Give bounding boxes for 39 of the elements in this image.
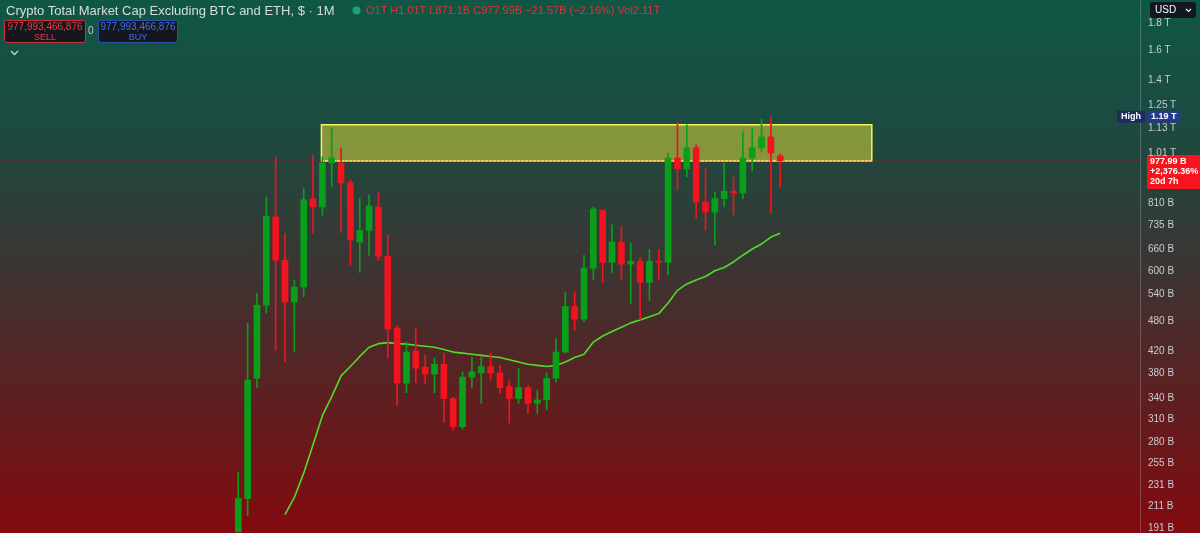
annotation: BUY	[127, 32, 149, 42]
y-tick-label: 191 B	[1148, 521, 1175, 533]
annotation: 977,993,466,876	[99, 21, 177, 32]
annotation: High	[1121, 111, 1141, 122]
y-tick-label: 1.25 T	[1148, 99, 1177, 111]
y-tick-label: 1.4 T	[1148, 73, 1171, 85]
y-tick-label: 340 B	[1148, 392, 1175, 404]
candlestick	[655, 249, 663, 281]
y-tick-label: 810 B	[1148, 197, 1175, 209]
candlestick	[477, 356, 485, 404]
candlestick	[748, 127, 756, 172]
y-tick-label: 540 B	[1148, 288, 1175, 300]
y-tick-label: 1.8 T	[1148, 17, 1171, 29]
y-tick-label: 1.13 T	[1148, 122, 1177, 134]
annotation: 0	[88, 25, 94, 36]
chart-title: Crypto Total Market Cap Excluding BTC and ETH, $ · 1M	[6, 3, 335, 18]
annotation: 977,993,466,876	[6, 21, 84, 32]
y-tick-label: 480 B	[1148, 314, 1175, 326]
candlestick	[468, 356, 476, 388]
y-tick-label: 211 B	[1148, 499, 1174, 511]
ref-line-label: 977.99 B +2,376.36% 20d 7h	[1150, 155, 1199, 186]
y-tick-label: 310 B	[1148, 413, 1175, 425]
y-tick-label: 660 B	[1148, 243, 1175, 255]
candlestick	[356, 197, 364, 273]
candlestick	[328, 127, 336, 188]
candlestick	[533, 389, 541, 414]
candlestick	[720, 162, 728, 208]
text: 1.19 T	[1151, 111, 1178, 122]
annotation: SELL	[33, 32, 57, 42]
y-tick-label: 255 B	[1148, 456, 1175, 468]
y-tick-label: 1.6 T	[1148, 43, 1171, 55]
y-tick-label: 380 B	[1148, 367, 1175, 379]
annotation: O1T H1.01T L871.1B C977.99B −21.57B (−2.16%) Vol2.11T	[366, 4, 661, 16]
text: USD	[1155, 4, 1177, 15]
y-tick-label: 231 B	[1148, 479, 1175, 491]
y-tick-label: 280 B	[1148, 435, 1175, 447]
y-tick-label: 420 B	[1148, 344, 1175, 356]
y-tick-label: 735 B	[1148, 218, 1175, 230]
y-tick-label: 600 B	[1148, 264, 1175, 276]
